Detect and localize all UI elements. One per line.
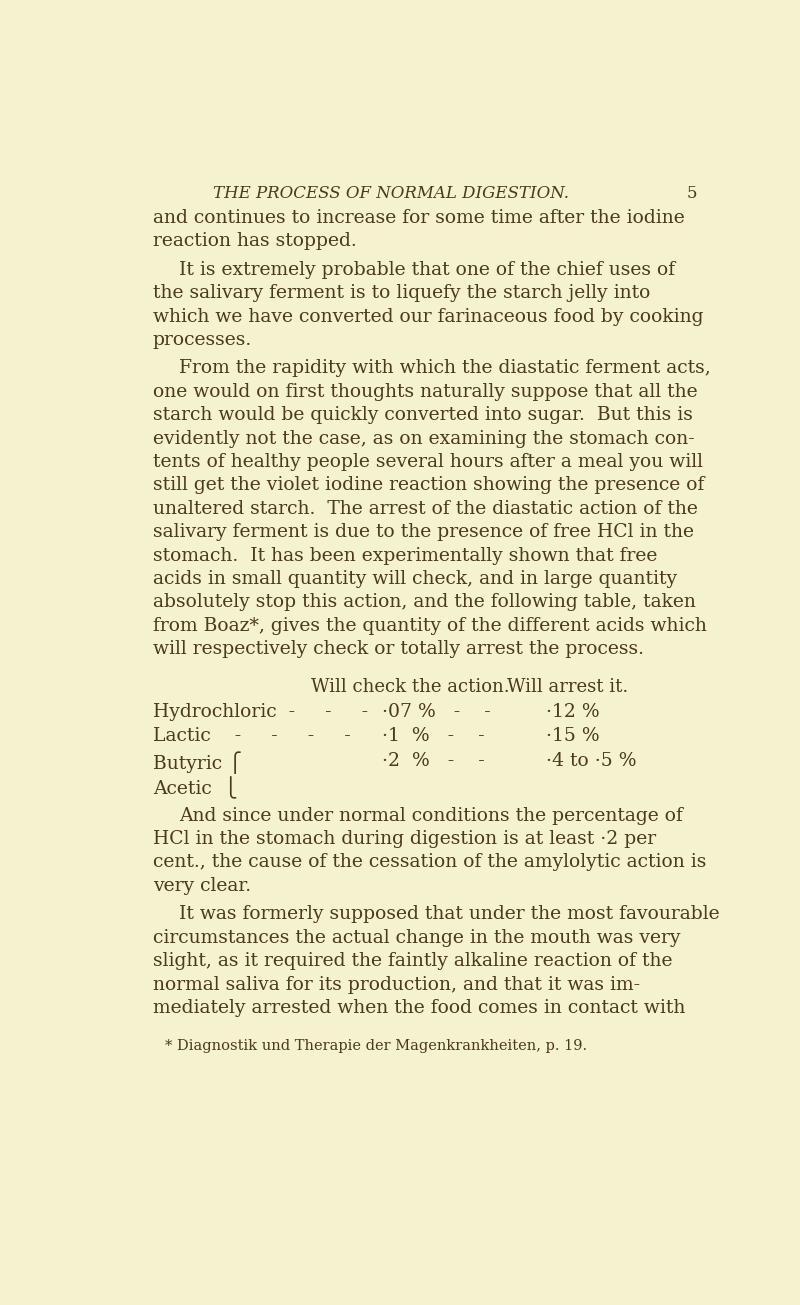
- Text: Acetic  ⎩: Acetic ⎩: [153, 776, 238, 799]
- Text: Hydrochloric  -     -     -: Hydrochloric - - -: [153, 702, 374, 720]
- Text: circumstances the actual change in the mouth was very: circumstances the actual change in the m…: [153, 929, 680, 946]
- Text: processes.: processes.: [153, 331, 252, 348]
- Text: reaction has stopped.: reaction has stopped.: [153, 232, 357, 251]
- Text: Butyric ⎧: Butyric ⎧: [153, 752, 242, 774]
- Text: one would on first thoughts naturally suppose that all the: one would on first thoughts naturally su…: [153, 382, 698, 401]
- Text: unaltered starch.  The arrest of the diastatic action of the: unaltered starch. The arrest of the dias…: [153, 500, 698, 518]
- Text: mediately arrested when the food comes in contact with: mediately arrested when the food comes i…: [153, 998, 685, 1017]
- Text: tents of healthy people several hours after a meal you will: tents of healthy people several hours af…: [153, 453, 702, 471]
- Text: the salivary ferment is to liquefy the starch jelly into: the salivary ferment is to liquefy the s…: [153, 284, 650, 303]
- Text: absolutely stop this action, and the following table, taken: absolutely stop this action, and the fol…: [153, 594, 695, 611]
- Text: cent., the cause of the cessation of the amylolytic action is: cent., the cause of the cessation of the…: [153, 853, 706, 872]
- Text: will respectively check or totally arrest the process.: will respectively check or totally arres…: [153, 641, 644, 658]
- Text: Will arrest it.: Will arrest it.: [507, 679, 629, 696]
- Text: still get the violet iodine reaction showing the presence of: still get the violet iodine reaction sho…: [153, 476, 704, 495]
- Text: Will check the action.: Will check the action.: [310, 679, 510, 696]
- Text: ·4 to ·5 %: ·4 to ·5 %: [546, 752, 637, 770]
- Text: It is extremely probable that one of the chief uses of: It is extremely probable that one of the…: [178, 261, 675, 279]
- Text: THE PROCESS OF NORMAL DIGESTION.: THE PROCESS OF NORMAL DIGESTION.: [214, 185, 570, 202]
- Text: salivary ferment is due to the presence of free HCl in the: salivary ferment is due to the presence …: [153, 523, 694, 542]
- Text: HCl in the stomach during digestion is at least ·2 per: HCl in the stomach during digestion is a…: [153, 830, 656, 848]
- Text: ·15 %: ·15 %: [546, 727, 600, 745]
- Text: ·1  %   -    -: ·1 % - -: [382, 727, 485, 745]
- Text: evidently not the case, as on examining the stomach con-: evidently not the case, as on examining …: [153, 429, 694, 448]
- Text: very clear.: very clear.: [153, 877, 251, 895]
- Text: * Diagnostik und Therapie der Magenkrankheiten, p. 19.: * Diagnostik und Therapie der Magenkrank…: [165, 1039, 587, 1053]
- Text: from Boaz*, gives the quantity of the different acids which: from Boaz*, gives the quantity of the di…: [153, 617, 706, 634]
- Text: slight, as it required the faintly alkaline reaction of the: slight, as it required the faintly alkal…: [153, 953, 672, 970]
- Text: 5: 5: [687, 185, 698, 202]
- Text: starch would be quickly converted into sugar.  But this is: starch would be quickly converted into s…: [153, 406, 693, 424]
- Text: ·2  %   -    -: ·2 % - -: [382, 752, 485, 770]
- Text: and continues to increase for some time after the iodine: and continues to increase for some time …: [153, 209, 685, 227]
- Text: ·12 %: ·12 %: [546, 702, 600, 720]
- Text: which we have converted our farinaceous food by cooking: which we have converted our farinaceous …: [153, 308, 703, 325]
- Text: stomach.  It has been experimentally shown that free: stomach. It has been experimentally show…: [153, 547, 657, 565]
- Text: acids in small quantity will check, and in large quantity: acids in small quantity will check, and …: [153, 570, 677, 589]
- Text: ·07 %   -    -: ·07 % - -: [382, 702, 497, 720]
- Text: It was formerly supposed that under the most favourable: It was formerly supposed that under the …: [178, 906, 719, 924]
- Text: From the rapidity with which the diastatic ferment acts,: From the rapidity with which the diastat…: [178, 359, 710, 377]
- Text: And since under normal conditions the percentage of: And since under normal conditions the pe…: [178, 806, 682, 825]
- Text: normal saliva for its production, and that it was im-: normal saliva for its production, and th…: [153, 976, 640, 993]
- Text: Lactic    -     -     -     -: Lactic - - - -: [153, 727, 350, 745]
